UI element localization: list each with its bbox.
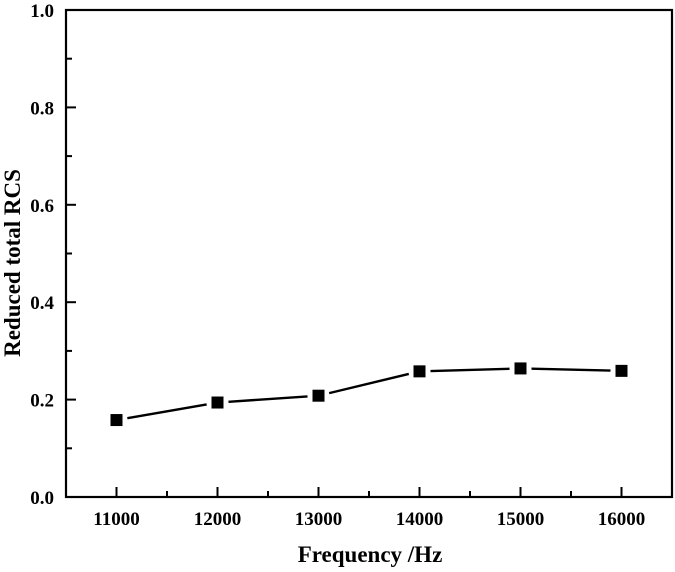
square-marker <box>514 362 527 375</box>
series-line-segment <box>127 403 207 420</box>
square-marker <box>413 365 426 378</box>
square-marker <box>615 364 628 377</box>
series-line-segment <box>430 367 510 373</box>
y-tick-label: 0.8 <box>30 98 54 119</box>
square-marker <box>211 396 224 409</box>
series-line-segment <box>328 372 410 395</box>
y-tick-label: 0.0 <box>30 488 54 509</box>
series-line-segment <box>228 395 308 403</box>
series-line-segment <box>531 367 611 372</box>
data-series <box>110 362 628 427</box>
x-tick-label: 12000 <box>194 509 242 530</box>
y-tick-label: 1.0 <box>30 1 54 22</box>
axis-ticks <box>66 57 623 497</box>
x-tick-label: 16000 <box>598 509 646 530</box>
x-tick-label: 13000 <box>295 509 343 530</box>
y-tick-label: 0.4 <box>30 293 54 314</box>
x-tick-label: 11000 <box>93 509 139 530</box>
y-tick-label: 0.6 <box>30 196 54 217</box>
y-axis-title: Reduced total RCS <box>0 169 25 357</box>
x-axis-title: Frequency /Hz <box>298 542 443 567</box>
x-tick-label: 14000 <box>396 509 444 530</box>
y-tick-label: 0.2 <box>30 391 54 412</box>
square-marker <box>312 389 325 402</box>
axis-tick-labels: 11000 12000 13000 14000 15000 16000 0.0 0.2 0.4 0… <box>30 1 645 530</box>
plot-frame <box>64 8 674 499</box>
x-tick-label: 15000 <box>497 509 545 530</box>
square-marker <box>110 414 123 427</box>
